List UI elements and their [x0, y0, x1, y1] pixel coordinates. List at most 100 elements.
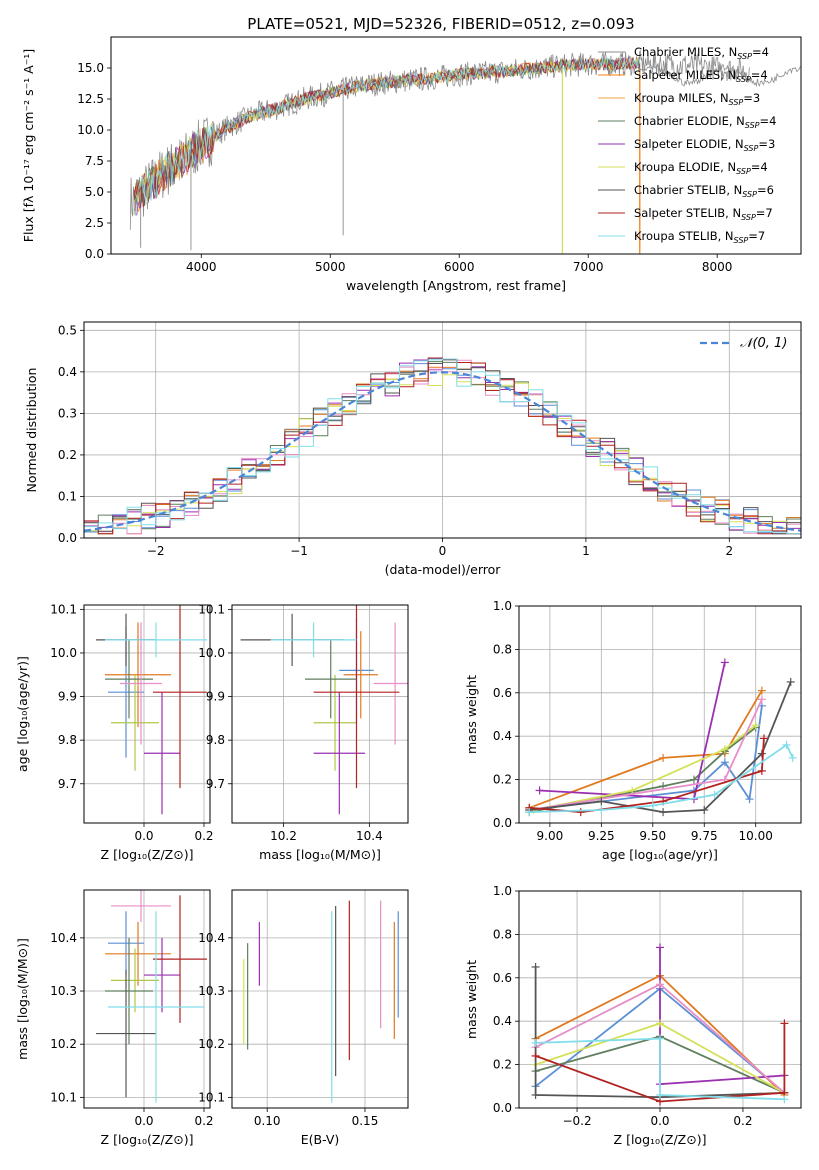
- y-tick-label: 9.7: [58, 777, 77, 791]
- legend-entry: Chabrier ELODIE, NSSP=4: [634, 114, 776, 130]
- weight-series: [529, 721, 760, 814]
- y-tick-label: 15.0: [77, 61, 104, 75]
- x-tick-label: 0.2: [733, 1114, 752, 1128]
- y-tick-label: 2.5: [85, 216, 104, 230]
- x-tick-label: 9.25: [588, 829, 615, 843]
- legend-entry: Salpeter MILES, NSSP=4: [634, 68, 768, 84]
- data-point: [105, 921, 171, 986]
- y-tick-label: 1.0: [493, 599, 512, 613]
- y-tick-label: 0.4: [58, 365, 77, 379]
- legend-entry: Kroupa STELIB, NSSP=7: [634, 229, 765, 245]
- data-point: [270, 622, 357, 658]
- data-point: [111, 948, 159, 1013]
- x-tick-label: −0.2: [562, 1114, 591, 1128]
- x-tick-label: 9.75: [691, 829, 718, 843]
- weight-series-line: [533, 724, 757, 811]
- y-tick-label: 0.8: [493, 927, 512, 941]
- y-tick-label: 0.1: [58, 489, 77, 503]
- weight-vs-metallicity-panel: −0.2 0.0 0.2 0.0 0.2 0.4 0.6 0.8 1.0 Z [log₁₀(Z/Z…: [464, 884, 802, 1147]
- x-tick-label: 0: [439, 544, 447, 558]
- data-point: [153, 605, 207, 789]
- y-tick-label: 1.0: [493, 884, 512, 898]
- y-tick-label: 7.5: [85, 154, 104, 168]
- mass-vs-metallicity-panel: 0.0 0.2 10.1 10.2 10.3 10.4 Z [log₁₀(Z/Z⊙)] mas…: [15, 889, 214, 1147]
- axes-frame: [83, 604, 211, 824]
- x-tick-label: 6000: [444, 260, 475, 274]
- legend-entry: 𝒩(0, 1): [740, 336, 787, 351]
- data-point: [313, 605, 400, 789]
- y-tick-label: 10.1: [198, 1090, 225, 1104]
- y-tick-label: 10.3: [198, 984, 225, 998]
- age-vs-metallicity-panel: 0.0 0.2 9.7 9.8 9.9 10.0 10.1 Z [log₁₀(Z/Z⊙)] ag…: [15, 602, 214, 862]
- y-tick-label: 0.5: [58, 323, 77, 337]
- axes-frame: [110, 36, 802, 255]
- weight-series-line: [534, 967, 785, 1099]
- x-tick-label: 0.10: [254, 1114, 281, 1128]
- observed-spectrum-tail: [639, 63, 801, 87]
- y-tick-label: 0.2: [493, 773, 512, 787]
- y-tick-label: 9.8: [58, 733, 77, 747]
- y-tick-label: 0.0: [493, 1101, 512, 1115]
- y-tick-label: 10.3: [50, 984, 77, 998]
- x-tick-label: 10.00: [739, 829, 773, 843]
- data-point: [105, 639, 153, 719]
- y-axis-label: Flux [fλ 10⁻¹⁷ erg cm⁻² s⁻¹ A⁻¹]: [21, 49, 36, 242]
- figure-title: PLATE=0521, MJD=52326, FIBERID=0512, z=0…: [247, 15, 634, 33]
- weight-series: [525, 723, 760, 817]
- x-tick-label: 5000: [315, 260, 346, 274]
- x-axis-label: age [log₁₀(age/yr)]: [602, 847, 718, 862]
- data-point: [373, 622, 408, 745]
- y-tick-label: 10.0: [77, 123, 104, 137]
- legend-entry: Kroupa MILES, NSSP=3: [634, 91, 760, 107]
- error-bar-points: [243, 900, 399, 1103]
- y-axis-label: mass weight: [464, 960, 479, 1039]
- y-axis-label: mass [log₁₀(M/M⊙)]: [15, 938, 30, 1060]
- x-tick-label: 9.00: [537, 829, 564, 843]
- legend-entry: Chabrier STELIB, NSSP=6: [634, 183, 774, 199]
- x-axis-label: Z [log₁₀(Z/Z⊙)]: [101, 1132, 194, 1147]
- y-tick-label: 5.0: [85, 185, 104, 199]
- y-tick-label: 9.9: [206, 690, 225, 704]
- y-tick-label: 10.4: [50, 931, 77, 945]
- x-tick-label: 0.2: [194, 829, 213, 843]
- y-axis-label: mass weight: [464, 675, 479, 754]
- x-tick-label: 10.2: [270, 829, 297, 843]
- weight-series: [525, 686, 766, 812]
- mass-vs-ebv-panel: 0.10 0.15 10.1 10.2 10.3 10.4 E(B-V): [198, 889, 409, 1147]
- y-tick-label: 9.7: [206, 777, 225, 791]
- y-tick-label: 0.4: [493, 1014, 512, 1028]
- y-tick-label: 0.2: [493, 1058, 512, 1072]
- data-point: [111, 890, 171, 922]
- legend-entry: Kroupa ELODIE, NSSP=4: [634, 160, 768, 176]
- x-tick-label: 4000: [186, 260, 217, 274]
- legend-entry: Salpeter ELODIE, NSSP=3: [634, 137, 775, 153]
- data-point: [111, 674, 159, 771]
- weight-series: [525, 740, 797, 817]
- error-bar-points: [96, 605, 207, 815]
- data-point: [105, 622, 171, 728]
- x-tick-label: 0.15: [352, 1114, 379, 1128]
- y-tick-label: 0.8: [493, 642, 512, 656]
- weight-series: [656, 943, 789, 1089]
- axes-frame: [231, 604, 409, 824]
- axes-frame: [231, 889, 409, 1109]
- weight-series-line: [535, 1037, 785, 1101]
- y-tick-label: 9.9: [58, 690, 77, 704]
- y-tick-label: 0.6: [493, 686, 512, 700]
- legend-entry: Chabrier MILES, NSSP=4: [634, 45, 769, 61]
- residual-histograms: [84, 357, 801, 535]
- data-point: [153, 895, 207, 1023]
- observed-spectrum-line: [129, 49, 750, 230]
- y-tick-label: 0.4: [493, 729, 512, 743]
- y-tick-label: 10.0: [198, 646, 225, 660]
- weight-series-line: [529, 726, 757, 813]
- x-axis-label: wavelength [Angstrom, rest frame]: [346, 278, 566, 293]
- y-tick-label: 0.0: [58, 531, 77, 545]
- legend-entry: Salpeter STELIB, NSSP=7: [634, 206, 773, 222]
- data-point: [120, 622, 162, 745]
- data-point: [313, 692, 366, 815]
- error-bar-points: [96, 890, 207, 1103]
- data-point: [313, 674, 357, 771]
- model-spectrum-line: [133, 57, 641, 207]
